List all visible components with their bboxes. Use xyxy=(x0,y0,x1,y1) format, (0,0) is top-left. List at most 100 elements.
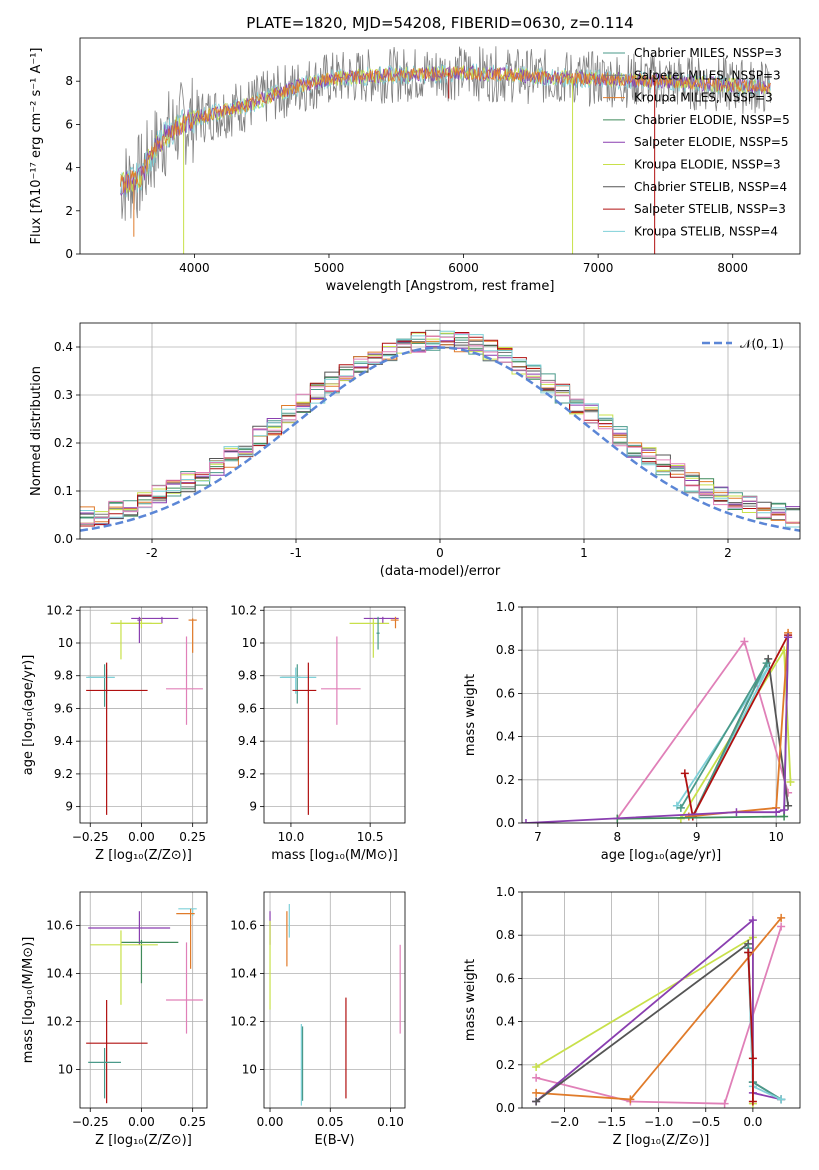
y-tick-label: 0.8 xyxy=(496,928,515,942)
x-axis-label: Z [log₁₀(Z/Z⊙)] xyxy=(613,1133,710,1148)
weight-series-marker xyxy=(532,1073,541,1082)
x-axis-label: wavelength [Angstrom, rest frame] xyxy=(326,279,555,294)
weight-series-marker xyxy=(532,1097,541,1106)
x-tick-label: 10.5 xyxy=(357,830,384,844)
x-tick-label: −1.0 xyxy=(644,1115,673,1129)
x-tick-label: −0.25 xyxy=(72,830,109,844)
figure-title: PLATE=1820, MJD=54208, FIBERID=0630, z=0… xyxy=(246,14,633,32)
weight-series-line xyxy=(616,639,789,820)
legend-entry: Kroupa STELIB, NSSP=4 xyxy=(634,224,778,238)
y-tick-label: 6 xyxy=(65,117,73,131)
y-tick-label: 0.2 xyxy=(496,1058,515,1072)
gaussian-curve xyxy=(80,346,800,532)
panel-age_vs_Z: −0.25 0.00 0.25 9 9.2 9.4 9.6 9.8 10 10.2 Z [log₁₀… xyxy=(21,603,208,863)
x-tick-label: −1.5 xyxy=(597,1115,626,1129)
plot-area xyxy=(269,904,401,1106)
x-tick-label: 6000 xyxy=(448,261,479,275)
grid xyxy=(522,606,800,824)
plot-area xyxy=(532,913,786,1108)
y-tick-label: 0 xyxy=(65,247,73,261)
weight-series-marker xyxy=(764,654,773,663)
plot-area xyxy=(80,329,800,532)
x-tick-label: 0.05 xyxy=(317,1115,344,1129)
weight-series-marker xyxy=(732,808,741,817)
y-tick-label: 9.2 xyxy=(54,767,73,781)
y-tick-label: 0.0 xyxy=(496,1101,515,1115)
x-axis-label: Z [log₁₀(Z/Z⊙)] xyxy=(95,1133,192,1148)
y-axis-label: age [log₁₀(age/yr)] xyxy=(21,655,36,776)
x-tick-label: 1 xyxy=(580,546,588,560)
weight-series-line xyxy=(525,637,789,823)
weight-series-marker xyxy=(784,801,793,810)
panel-spectrum: 4000 5000 6000 7000 8000 0 2 4 6 8 wavelength [Ang… xyxy=(29,37,801,294)
y-tick-label: 0.0 xyxy=(496,816,515,830)
y-tick-label: 10 xyxy=(242,1063,257,1077)
axes-frame xyxy=(79,891,208,1109)
y-tick-label: 10 xyxy=(58,1063,73,1077)
y-tick-label: 9.2 xyxy=(238,767,257,781)
weight-series-marker xyxy=(772,808,781,817)
y-tick-label: 0.4 xyxy=(496,730,515,744)
weight-series-marker xyxy=(777,913,786,922)
weight-series-marker xyxy=(748,916,757,925)
y-tick-label: 0.2 xyxy=(496,773,515,787)
weight-series-marker xyxy=(784,633,793,642)
y-tick-label: 0.4 xyxy=(54,340,73,354)
weight-series-marker xyxy=(532,1088,541,1097)
weight-series-marker xyxy=(522,819,530,823)
y-tick-label: 0.6 xyxy=(496,971,515,985)
x-tick-label: −0.5 xyxy=(691,1115,720,1129)
y-tick-label: 10.2 xyxy=(46,1015,73,1029)
panel-weight_vs_age: 7 8 9 10 0.0 0.2 0.4 0.6 0.8 1.0 age [log₁₀(age/yr… xyxy=(463,600,801,863)
weight-series-marker xyxy=(762,659,771,668)
x-tick-label: 8000 xyxy=(717,261,748,275)
y-tick-label: 0.3 xyxy=(54,388,73,402)
panel-mass_vs_Z: −0.25 0.00 0.25 10 10.2 10.4 10.6 Z [log₁₀(Z/Z⊙… xyxy=(21,891,208,1148)
legend-entry: Chabrier MILES, NSSP=3 xyxy=(634,46,782,60)
grid xyxy=(264,607,405,823)
weight-series-marker xyxy=(777,922,786,931)
histogram-series xyxy=(80,330,800,528)
x-tick-label: 0.00 xyxy=(128,830,155,844)
y-tick-label: 9 xyxy=(65,800,73,814)
y-tick-label: 9.4 xyxy=(238,734,257,748)
x-tick-label: 0.00 xyxy=(128,1115,155,1129)
y-tick-label: 10 xyxy=(58,636,73,650)
y-tick-label: 10.6 xyxy=(230,919,257,933)
x-tick-label: 0.25 xyxy=(179,830,206,844)
y-tick-label: 10.6 xyxy=(46,919,73,933)
x-axis-label: age [log₁₀(age/yr)] xyxy=(601,848,722,863)
y-axis-label: mass weight xyxy=(463,674,478,756)
weight-series-line xyxy=(617,637,789,820)
y-tick-label: 0.8 xyxy=(496,643,515,657)
panel-age_vs_mass: 10.0 10.5 9 9.2 9.4 9.6 9.8 10 10.2 mass [log₁₀(M… xyxy=(230,603,406,863)
axes-frame xyxy=(263,891,406,1109)
plot-area xyxy=(86,616,203,815)
weight-series-marker xyxy=(748,1054,757,1063)
histogram-series xyxy=(80,333,800,524)
grid xyxy=(80,607,207,823)
y-tick-label: 1.0 xyxy=(496,885,515,899)
y-tick-label: 10.4 xyxy=(46,967,73,981)
x-tick-label: −0.25 xyxy=(72,1115,109,1129)
y-axis-label: Normed distribution xyxy=(29,366,44,496)
weight-series-marker xyxy=(626,1095,635,1104)
y-axis-label: mass weight xyxy=(463,959,478,1041)
y-tick-label: 0.4 xyxy=(496,1015,515,1029)
plot-area xyxy=(279,616,399,815)
y-tick-label: 4 xyxy=(65,161,73,175)
weight-series-marker xyxy=(676,803,685,812)
x-tick-label: 10.0 xyxy=(278,830,305,844)
plot-area xyxy=(120,46,771,254)
y-tick-label: 1.0 xyxy=(496,600,515,614)
legend-entry: Kroupa MILES, NSSP=3 xyxy=(634,91,773,105)
x-tick-label: 7000 xyxy=(583,261,614,275)
x-tick-label: 4000 xyxy=(179,261,210,275)
y-tick-label: 10.2 xyxy=(230,1015,257,1029)
panel-residuals: -2 -1 0 1 2 0.0 0.1 0.2 0.3 0.4 (data-model)/error… xyxy=(29,322,801,579)
x-tick-label: -1 xyxy=(290,546,302,560)
x-tick-label: -2 xyxy=(146,546,158,560)
axes-frame xyxy=(79,606,208,824)
y-tick-label: 10.2 xyxy=(230,603,257,617)
